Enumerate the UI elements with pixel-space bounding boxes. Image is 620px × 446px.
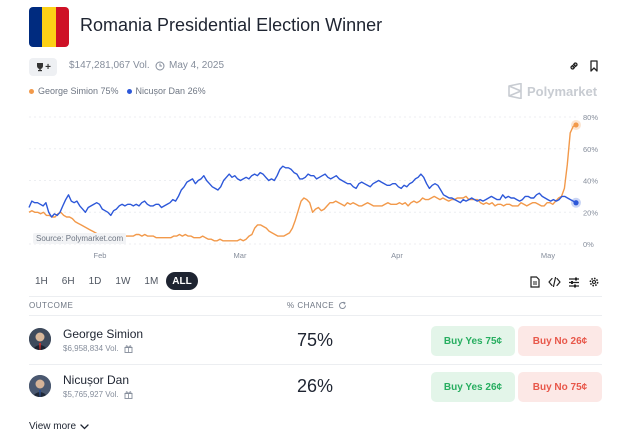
outcome-name: George Simion (63, 327, 144, 341)
column-header-chance[interactable]: % CHANCE (287, 301, 347, 310)
trophy-icon (37, 63, 44, 72)
y-tick-label: 80% (583, 113, 598, 122)
buy-no-button[interactable]: Buy No 26¢ (518, 326, 602, 356)
flag-stripe-red (55, 7, 69, 47)
link-icon (570, 62, 578, 70)
outcome-name: Nicușor Dan (63, 373, 130, 387)
document-button[interactable] (528, 275, 542, 289)
y-tick-label: 0% (583, 240, 594, 249)
x-tick-label: Feb (94, 251, 107, 260)
legend-label-simion: George Simion 75% (38, 86, 119, 96)
row-divider (29, 364, 602, 365)
page-title: Romania Presidential Election Winner (80, 15, 383, 35)
range-1m[interactable]: 1M (144, 275, 159, 287)
y-tick-label: 60% (583, 145, 598, 154)
bookmark-icon (590, 60, 598, 72)
chart-source: Source: Polymarket.com (33, 233, 127, 244)
romania-flag (29, 7, 69, 47)
trophy-button[interactable]: + (29, 58, 57, 76)
buy-yes-button[interactable]: Buy Yes 26¢ (431, 372, 515, 402)
outcome-chance: 26% (296, 376, 334, 396)
x-tick-label: May (541, 251, 555, 260)
range-1h[interactable]: 1H (35, 275, 48, 287)
market-volume: $147,281,067 Vol. (69, 60, 150, 71)
range-1w[interactable]: 1W (115, 275, 131, 287)
polymarket-logo-text: Polymarket (527, 83, 598, 99)
time-range-selector: 1H 6H 1D 1W 1M ALL (29, 272, 200, 290)
y-tick-label: 40% (583, 177, 598, 186)
gear-icon (589, 277, 599, 287)
chevron-down-icon (80, 423, 89, 429)
document-icon (530, 276, 540, 288)
flag-stripe-yellow (42, 7, 56, 47)
series-line-dan (28, 165, 577, 218)
legend-dot-blue (126, 88, 132, 94)
gift-icon (124, 391, 133, 399)
code-button[interactable] (547, 275, 561, 289)
settings-button[interactable] (587, 275, 601, 289)
range-1d[interactable]: 1D (88, 275, 102, 287)
outcome-volume: $5,765,927 Vol. (63, 390, 133, 399)
price-chart[interactable]: 80% 60% 40% 20% 0% Feb Mar Apr May (0, 108, 620, 266)
clock-icon (155, 61, 165, 70)
sliders-button[interactable] (567, 275, 581, 289)
refresh-icon (339, 301, 347, 309)
range-6h[interactable]: 6H (61, 275, 75, 287)
bookmark-button[interactable] (586, 58, 602, 74)
legend-dot-orange (29, 88, 34, 94)
x-tick-label: Mar (234, 251, 247, 260)
flag-stripe-blue (29, 7, 43, 47)
market-date-text: May 4, 2025 (169, 60, 225, 71)
gift-icon (124, 345, 133, 353)
polymarket-logo-icon (508, 83, 522, 99)
avatar-dan (29, 375, 51, 397)
outcome-volume-text: $6,958,834 Vol. (63, 344, 119, 353)
trophy-plus: + (45, 61, 51, 73)
market-date: May 4, 2025 (155, 60, 224, 71)
buy-no-button[interactable]: Buy No 75¢ (518, 372, 602, 402)
series-endpoint (573, 122, 579, 128)
column-header-outcome: OUTCOME (29, 301, 74, 310)
outcome-volume-text: $5,765,927 Vol. (63, 390, 119, 399)
settings-sliders-icon (569, 277, 579, 287)
legend-item-dan: Nicușor Dan 26% (126, 86, 206, 96)
link-button[interactable] (566, 58, 582, 74)
range-all[interactable]: ALL (166, 272, 198, 290)
table-top-divider (29, 296, 602, 297)
series-line-simion (28, 124, 577, 242)
x-tick-label: Apr (391, 251, 403, 260)
legend-label-dan: Nicușor Dan 26% (135, 86, 206, 96)
column-header-chance-label: % CHANCE (287, 301, 335, 310)
outcome-volume: $6,958,834 Vol. (63, 344, 133, 353)
table-header-divider (29, 315, 602, 316)
legend-item-simion: George Simion 75% (29, 86, 119, 96)
chart-legend: George Simion 75% Nicușor Dan 26% (29, 86, 214, 96)
polymarket-logo: Polymarket (508, 83, 597, 99)
code-icon (547, 277, 561, 287)
avatar-simion (29, 328, 51, 350)
y-tick-label: 20% (583, 208, 598, 217)
outcome-chance: 75% (296, 330, 334, 350)
view-more-label: View more (29, 421, 77, 432)
buy-yes-button[interactable]: Buy Yes 75¢ (431, 326, 515, 356)
series-endpoint (573, 200, 579, 206)
view-more-button[interactable]: View more (29, 421, 89, 432)
